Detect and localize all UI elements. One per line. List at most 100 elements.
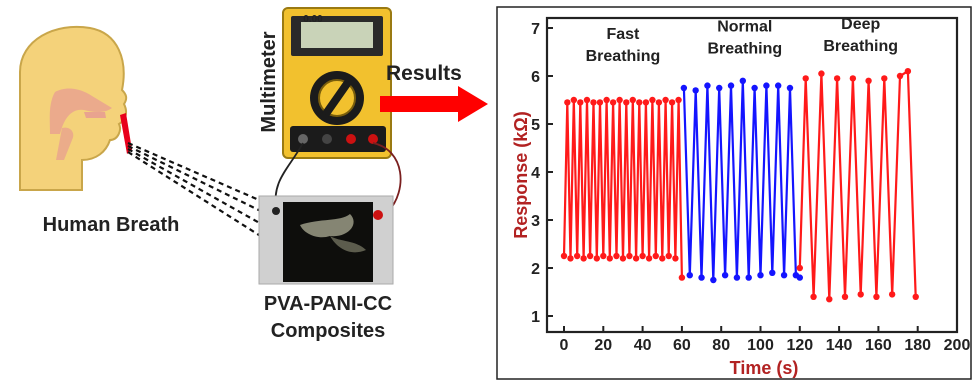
x-axis-label: Time (s): [730, 358, 799, 378]
human-breath-label: Human Breath: [43, 214, 180, 236]
x-tick-label: 180: [904, 337, 931, 354]
probe-jack: [368, 134, 378, 144]
data-point-deep: [896, 72, 904, 80]
data-point-deep: [802, 75, 809, 82]
y-tick-label: 6: [531, 69, 540, 86]
composite-sample: [258, 195, 394, 285]
plot-area: [545, 16, 959, 334]
multimeter-device: [282, 7, 392, 159]
data-point-fast: [632, 255, 640, 262]
data-point-normal: [716, 84, 723, 92]
data-point-fast: [580, 255, 587, 262]
data-point-fast: [652, 252, 659, 260]
data-point-normal: [769, 269, 776, 276]
data-point-deep: [873, 293, 880, 300]
annotation-2-line: Breathing: [823, 38, 898, 55]
data-point-fast: [655, 99, 663, 106]
data-point-deep: [865, 77, 872, 85]
data-point-deep: [904, 68, 912, 75]
results-arrow: [380, 86, 488, 122]
y-axis-label: Response (kΩ): [511, 111, 531, 238]
black-probe-tip: [272, 207, 280, 215]
response-chart: 1 2 3 4 5 6 7 0 20 40 60 80 100 120 140 160 180 200 Time (…: [511, 16, 970, 378]
data-point-fast: [586, 252, 594, 260]
data-point-fast: [590, 99, 597, 106]
data-point-deep: [833, 75, 841, 82]
data-point-fast: [672, 255, 679, 262]
human-head-illustration: [19, 25, 132, 191]
y-tick-label: 5: [531, 117, 540, 134]
data-point-fast: [609, 99, 617, 106]
data-point-normal: [796, 274, 803, 281]
probe-jack: [322, 134, 332, 144]
multimeter-label: Multimeter: [258, 31, 280, 132]
data-point-fast: [564, 99, 571, 106]
y-tick-label: 1: [531, 309, 540, 326]
data-point-fast: [662, 96, 669, 104]
x-tick-label: 0: [560, 337, 569, 354]
data-point-fast: [606, 255, 613, 262]
y-tick-label: 7: [531, 21, 540, 38]
data-point-fast: [642, 99, 650, 106]
annotation-2-line: Deep: [841, 16, 880, 33]
data-point-normal: [745, 274, 752, 281]
data-point-normal: [733, 274, 741, 281]
x-tick-label: 200: [944, 337, 971, 354]
annotation-1-line: Breathing: [707, 41, 782, 58]
x-tick-label: 80: [712, 337, 730, 354]
data-point-fast: [593, 255, 601, 262]
data-point-normal: [704, 82, 711, 89]
red-probe-tip: [373, 210, 383, 220]
data-point-normal: [686, 272, 693, 279]
multimeter-display: [301, 22, 373, 48]
data-point-fast: [613, 252, 620, 260]
data-point-fast: [603, 96, 610, 104]
data-point-fast: [678, 274, 686, 281]
data-point-fast: [668, 99, 676, 106]
data-point-normal: [757, 272, 764, 279]
data-point-fast: [600, 252, 607, 260]
data-point-deep: [826, 296, 833, 303]
composite-label-line2: Composites: [271, 320, 385, 342]
data-point-fast: [623, 99, 630, 106]
multimeter-dial: [322, 79, 352, 117]
data-point-deep: [912, 293, 919, 300]
multimeter-reading: 0.00: [303, 14, 323, 25]
data-point-deep: [818, 70, 825, 77]
composite-label-line1: PVA-PANI-CC: [264, 293, 392, 315]
data-point-normal: [698, 274, 705, 281]
data-point-deep: [810, 293, 817, 300]
y-tick-label: 4: [531, 165, 540, 182]
data-point-normal: [786, 84, 794, 92]
x-tick-label: 20: [594, 337, 612, 354]
data-point-fast: [675, 96, 682, 104]
data-point-normal: [751, 84, 758, 92]
x-tick-label: 160: [865, 337, 892, 354]
data-point-fast: [573, 252, 581, 260]
data-point-deep: [841, 293, 849, 300]
data-point-normal: [774, 82, 782, 89]
data-point-normal: [680, 84, 688, 92]
data-point-fast: [596, 99, 604, 106]
data-point-fast: [636, 99, 643, 106]
data-point-normal: [710, 276, 717, 284]
data-point-deep: [849, 75, 857, 82]
results-label: Results: [386, 62, 462, 85]
data-point-fast: [639, 252, 646, 260]
data-point-fast: [659, 255, 666, 262]
series-line-deep: [798, 70, 917, 301]
data-point-fast: [616, 96, 623, 104]
data-point-fast: [567, 255, 574, 262]
annotation-0-line: Breathing: [586, 48, 661, 65]
data-point-deep: [796, 264, 803, 272]
probe-jack: [298, 134, 308, 144]
data-point-fast: [649, 96, 656, 104]
data-point-fast: [665, 252, 672, 260]
data-point-fast: [629, 96, 636, 104]
data-point-normal: [727, 82, 735, 89]
data-point-normal: [780, 272, 788, 279]
probe-jack: [346, 134, 356, 144]
data-point-normal: [692, 87, 699, 94]
annotation-0-line: Fast: [606, 26, 640, 43]
